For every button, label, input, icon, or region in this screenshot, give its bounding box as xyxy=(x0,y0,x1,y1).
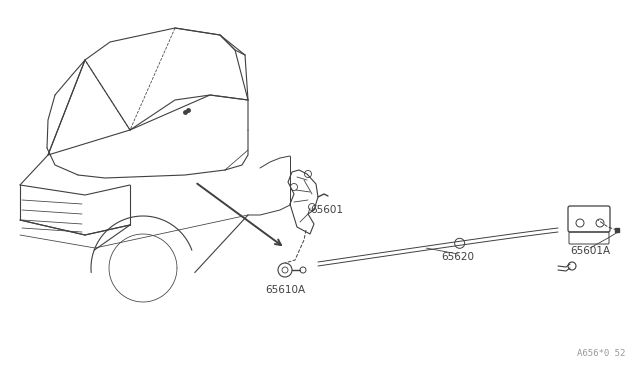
Text: 65620: 65620 xyxy=(442,252,474,262)
Text: 65610A: 65610A xyxy=(265,285,305,295)
Text: A656*0 52: A656*0 52 xyxy=(577,349,625,358)
Text: 65601: 65601 xyxy=(310,205,343,215)
Text: 65601A: 65601A xyxy=(570,246,610,256)
